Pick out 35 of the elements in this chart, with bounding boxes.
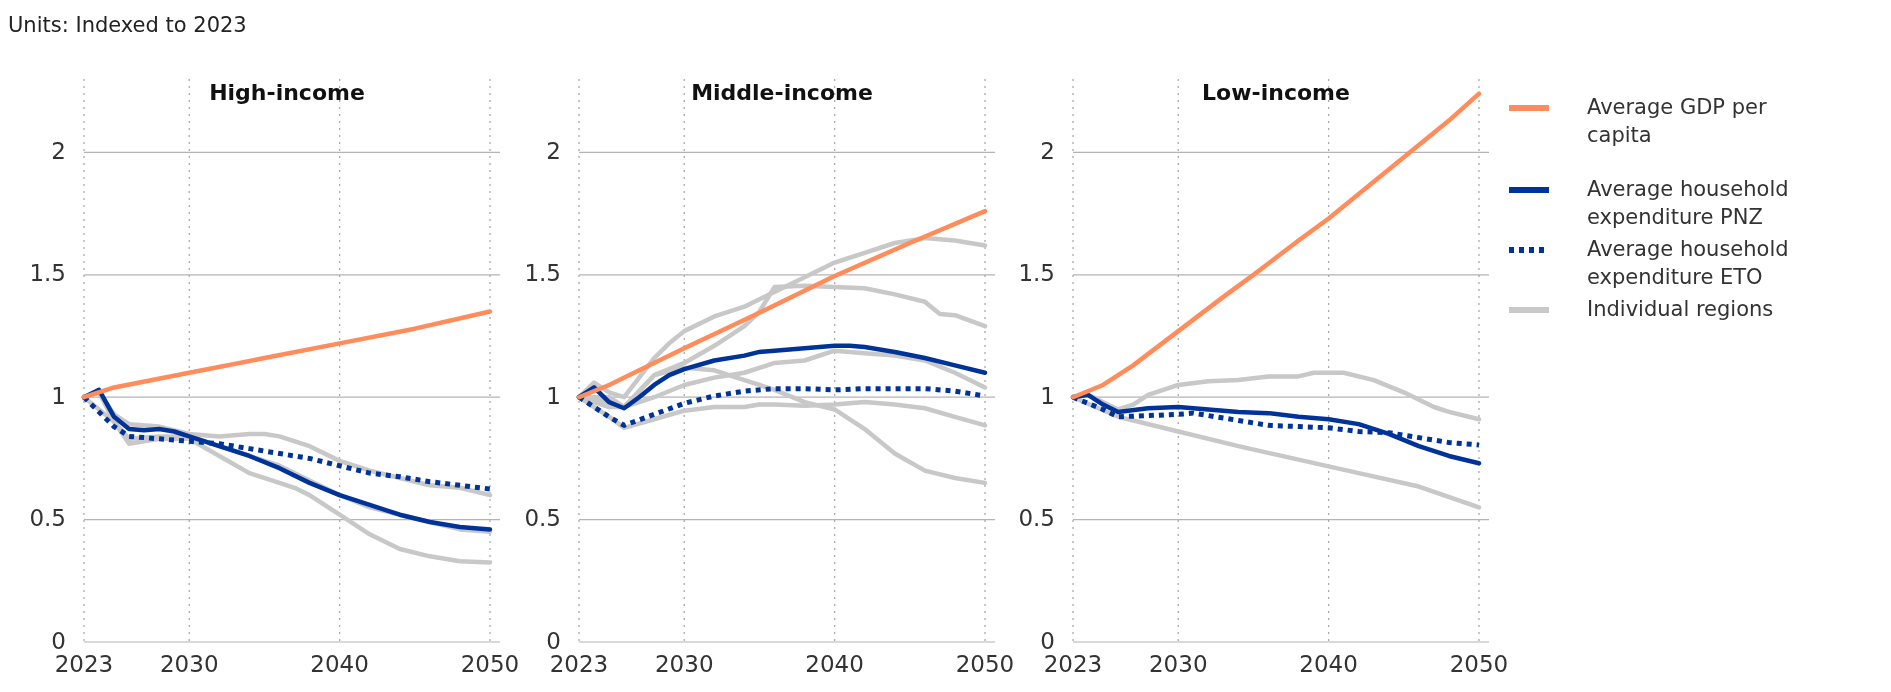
x-tick-label: 2040 bbox=[1299, 651, 1358, 677]
y-tick-label: 1 bbox=[546, 382, 561, 409]
text: Units: Indexed to 2023 bbox=[8, 13, 247, 37]
legend-label: Individual regions bbox=[1587, 297, 1774, 321]
legend-label: Average household expenditure ETO bbox=[1587, 237, 1789, 289]
y-tick-label: 1.5 bbox=[524, 260, 561, 287]
x-tick-label: 2040 bbox=[310, 651, 369, 677]
y-tick-label: 0.5 bbox=[524, 505, 561, 532]
chart-title: Middle-income bbox=[691, 80, 873, 105]
y-tick-label: 1.5 bbox=[1018, 260, 1055, 287]
x-tick-label: 2050 bbox=[955, 651, 1015, 677]
chart-title: Low-income bbox=[1202, 80, 1350, 105]
y-tick-label: 0 bbox=[51, 627, 66, 654]
y-tick-label: 2 bbox=[51, 137, 66, 164]
y-tick-label: 1 bbox=[1040, 382, 1055, 409]
x-tick-label: 2030 bbox=[159, 651, 219, 677]
y-tick-label: 1.5 bbox=[29, 260, 66, 287]
x-tick-label: 2023 bbox=[54, 651, 114, 677]
x-tick-label: 2023 bbox=[549, 651, 609, 677]
y-tick-label: 2 bbox=[1040, 137, 1055, 164]
legend-label: Average household expenditure PNZ bbox=[1587, 177, 1789, 229]
x-tick-label: 2050 bbox=[460, 651, 520, 677]
x-tick-label: 2040 bbox=[805, 651, 864, 677]
y-tick-label: 0 bbox=[546, 627, 561, 654]
y-tick-label: 0.5 bbox=[29, 505, 66, 532]
y-tick-label: 0 bbox=[1040, 627, 1055, 654]
chart-title: High-income bbox=[209, 80, 365, 105]
y-tick-label: 0.5 bbox=[1018, 505, 1055, 532]
x-tick-label: 2030 bbox=[654, 651, 714, 677]
x-tick-label: 2023 bbox=[1043, 651, 1103, 677]
y-tick-label: 1 bbox=[51, 382, 66, 409]
y-tick-label: 2 bbox=[546, 137, 561, 164]
legend-label: Average GDP per capita bbox=[1587, 95, 1767, 147]
x-tick-label: 2050 bbox=[1449, 651, 1509, 677]
x-tick-label: 2030 bbox=[1148, 651, 1208, 677]
